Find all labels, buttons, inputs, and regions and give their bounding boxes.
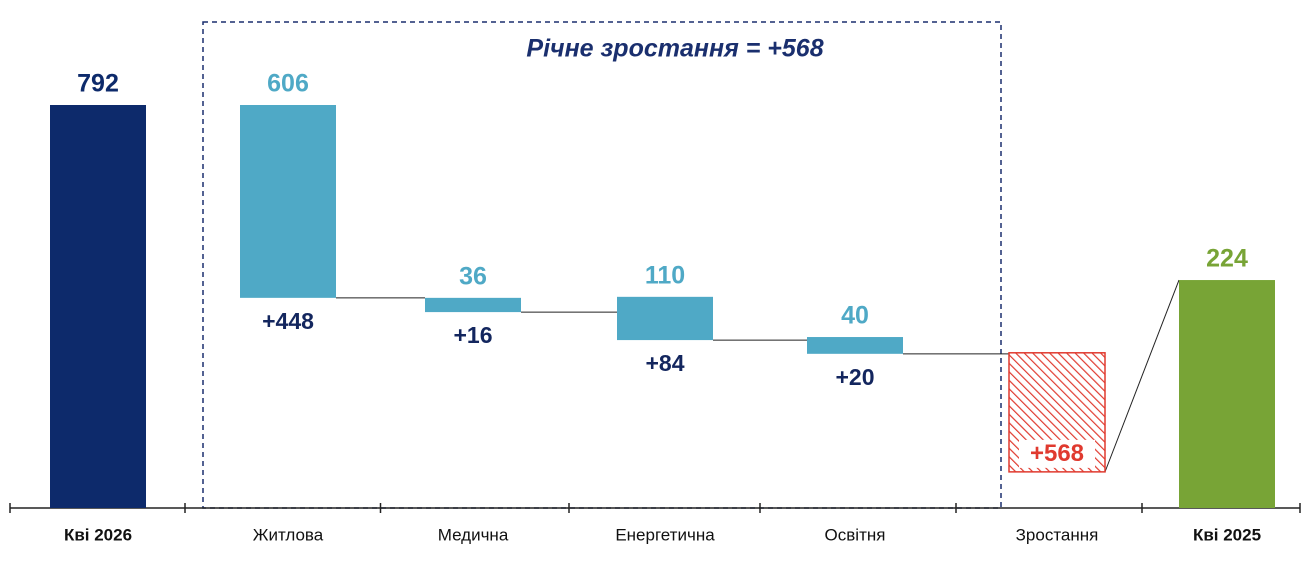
x-tick-label: Кві 2025 [1193, 525, 1261, 544]
value-label: 792 [77, 70, 119, 98]
bar [807, 337, 903, 354]
value-label: 36 [459, 262, 487, 290]
change-label: +16 [453, 322, 492, 348]
bar [425, 297, 521, 313]
label-bg [1019, 439, 1095, 468]
bar [1179, 280, 1275, 508]
x-tick-label: Кві 2026 [64, 525, 132, 544]
connector [1104, 279, 1180, 473]
x-tick-label: Житлова [253, 525, 324, 544]
chart-title: Річне зростання = +568 [526, 35, 823, 63]
value-label: 224 [1206, 245, 1248, 273]
change-label: +20 [835, 364, 874, 390]
bar [617, 296, 713, 341]
x-tick-label: Освітня [825, 525, 886, 544]
change-label: +568 [1030, 440, 1084, 467]
bar [240, 105, 336, 298]
x-tick-label: Енергетична [615, 525, 715, 544]
value-label: 40 [841, 302, 869, 330]
change-label: +448 [262, 308, 314, 334]
bar [50, 105, 146, 508]
x-tick-label: Медична [438, 525, 509, 544]
x-tick-label: Зростання [1016, 525, 1099, 544]
value-label: 606 [267, 70, 309, 98]
change-label: +84 [645, 350, 684, 376]
value-label: 110 [645, 261, 685, 289]
